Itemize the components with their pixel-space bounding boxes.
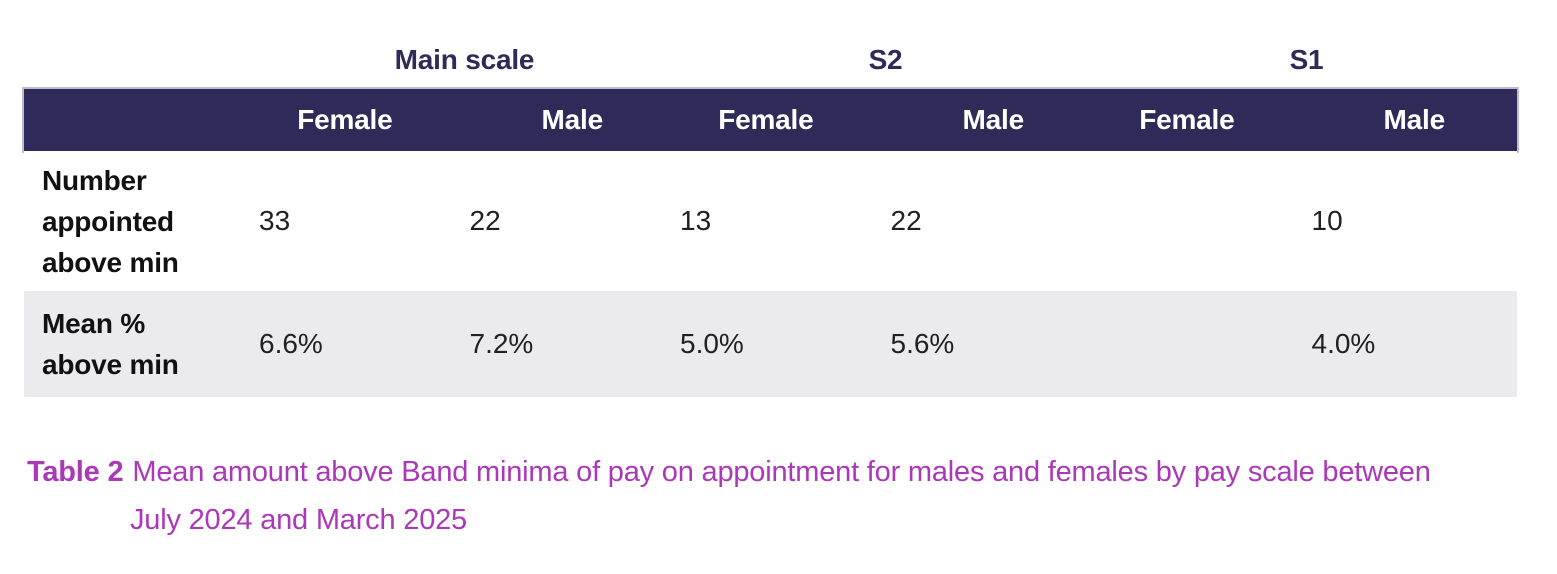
caption-text-line1: Mean amount above Band minima of pay on … — [132, 456, 1431, 488]
caption-label: Table 2 — [27, 456, 124, 488]
cell-mean-s2-male: 5.6% — [890, 328, 955, 359]
cell-mean-main-male: 7.2% — [469, 328, 534, 359]
column-header-main-female: Female — [297, 104, 393, 135]
group-header-s2: S2 — [868, 43, 903, 75]
column-header-main-male: Male — [541, 104, 604, 135]
table-caption: Table 2 Mean amount above Band minima of … — [27, 448, 1532, 544]
group-header-row: Main scale S2 S1 — [24, 30, 1517, 89]
row-label-mean-percent: Mean % above min — [42, 308, 179, 380]
cell-mean-s1-female — [1096, 291, 1307, 397]
group-header-s1: S1 — [1289, 43, 1324, 75]
cell-number-s1-male: 10 — [1311, 205, 1343, 236]
column-header-s1-male: Male — [1383, 104, 1446, 135]
column-header-s2-female: Female — [718, 104, 814, 135]
row-label-number-appointed: Number appointed above min — [42, 164, 179, 278]
pay-scale-table: Main scale S2 S1 Female Male Female Male… — [24, 30, 1517, 397]
table-row-mean-percent: Mean % above min 6.6% 7.2% 5.0% 5.6% 4.0… — [24, 291, 1517, 397]
row-label-header — [24, 89, 254, 151]
cell-mean-s1-male: 4.0% — [1311, 328, 1376, 359]
group-header-spacer — [24, 30, 254, 89]
column-header-row: Female Male Female Male Female Male — [24, 89, 1517, 151]
column-header-s1-female: Female — [1139, 104, 1235, 135]
cell-mean-s2-female: 5.0% — [680, 328, 744, 359]
group-header-main-scale: Main scale — [394, 43, 535, 75]
cell-number-s1-female — [1096, 151, 1307, 291]
cell-number-s2-male: 22 — [890, 205, 922, 236]
column-header-s2-male: Male — [962, 104, 1025, 135]
cell-number-main-male: 22 — [469, 205, 501, 236]
table-row-number-appointed: Number appointed above min 33 22 13 22 1… — [24, 151, 1517, 291]
cell-number-s2-female: 13 — [680, 205, 712, 236]
cell-number-main-female: 33 — [259, 205, 291, 236]
caption-text-line2: July 2024 and March 2025 — [130, 504, 467, 536]
cell-mean-main-female: 6.6% — [259, 328, 323, 359]
